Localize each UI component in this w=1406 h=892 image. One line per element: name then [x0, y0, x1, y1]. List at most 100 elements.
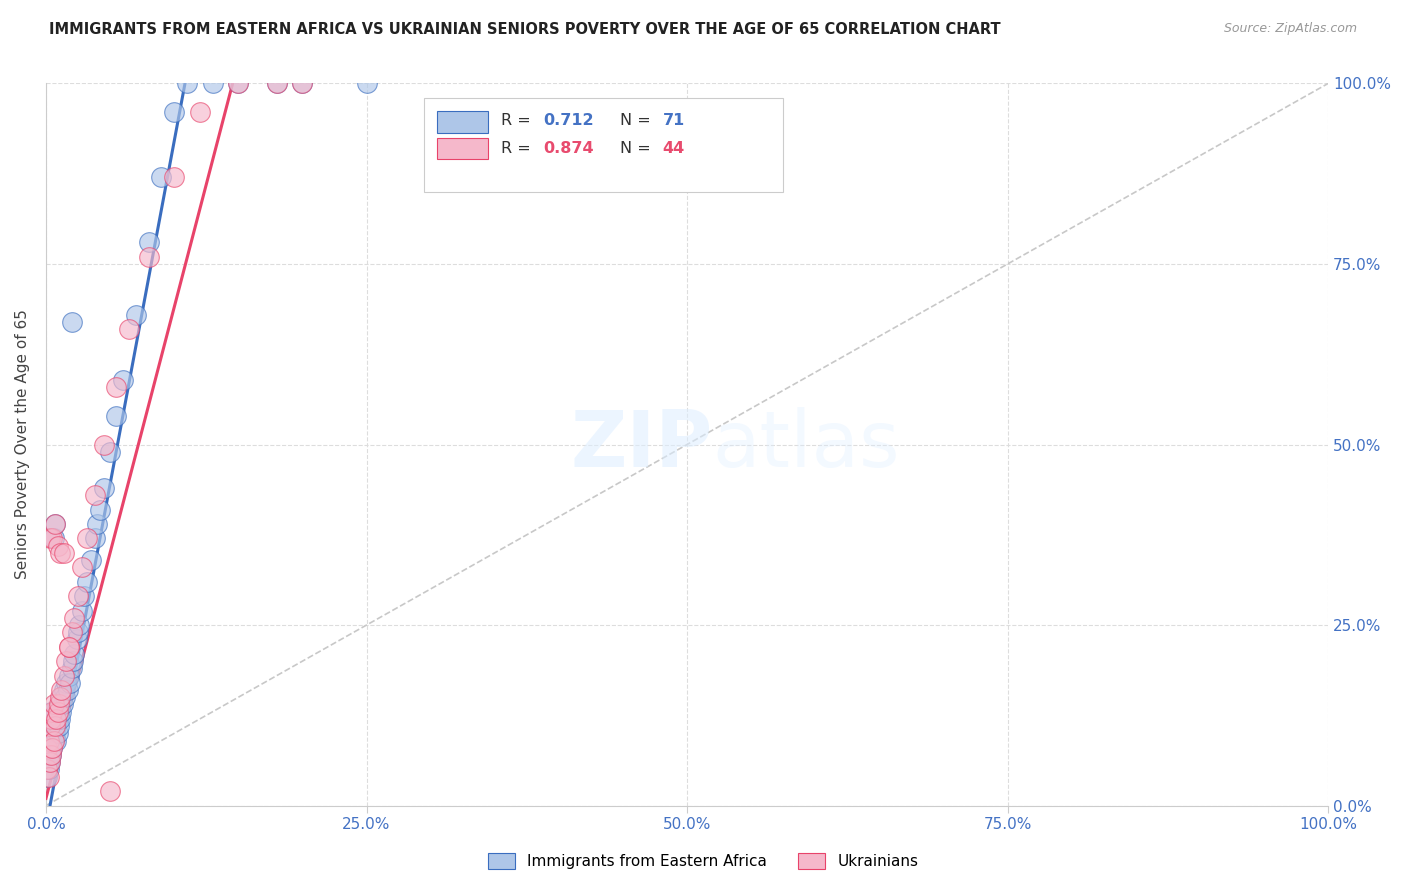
Point — [89, 502, 111, 516]
Point — [42, 705, 65, 719]
Point — [46, 705, 69, 719]
Point — [201, 77, 224, 91]
Point — [98, 784, 121, 798]
Point — [58, 640, 80, 654]
Point — [39, 733, 62, 747]
Text: ZIP: ZIP — [571, 407, 713, 483]
Point — [44, 516, 66, 531]
Point — [60, 661, 83, 675]
Point — [42, 532, 65, 546]
Point — [38, 763, 60, 777]
Point — [138, 250, 160, 264]
Text: R =: R = — [501, 141, 536, 156]
Point — [66, 589, 89, 603]
Point — [60, 315, 83, 329]
Point — [53, 690, 76, 705]
Point — [118, 322, 141, 336]
Point — [125, 308, 148, 322]
Point — [45, 719, 67, 733]
Point — [76, 574, 98, 589]
FancyBboxPatch shape — [437, 137, 488, 160]
Point — [46, 539, 69, 553]
Point — [38, 770, 60, 784]
Point — [38, 726, 60, 740]
Point — [38, 712, 60, 726]
Point — [52, 668, 75, 682]
Point — [48, 698, 70, 712]
Point — [49, 712, 72, 726]
Point — [41, 740, 63, 755]
Point — [56, 683, 79, 698]
Point — [37, 770, 59, 784]
Point — [38, 733, 60, 747]
Text: IMMIGRANTS FROM EASTERN AFRICA VS UKRAINIAN SENIORS POVERTY OVER THE AGE OF 65 C: IMMIGRANTS FROM EASTERN AFRICA VS UKRAIN… — [49, 22, 1001, 37]
Point — [266, 77, 288, 91]
Point — [83, 488, 105, 502]
Point — [37, 740, 59, 755]
Point — [49, 698, 72, 712]
Point — [73, 589, 96, 603]
Point — [93, 437, 115, 451]
Y-axis label: Seniors Poverty Over the Age of 65: Seniors Poverty Over the Age of 65 — [15, 310, 30, 580]
Point — [163, 105, 186, 120]
Point — [39, 747, 62, 762]
Point — [48, 719, 70, 733]
Point — [38, 756, 60, 770]
Point — [38, 756, 60, 770]
Point — [44, 712, 66, 726]
Point — [291, 77, 314, 91]
Point — [49, 546, 72, 560]
Point — [41, 726, 63, 740]
Point — [44, 719, 66, 733]
Point — [176, 77, 198, 91]
Point — [39, 712, 62, 726]
Point — [70, 604, 93, 618]
Point — [58, 668, 80, 682]
Point — [45, 733, 67, 747]
Point — [80, 553, 103, 567]
Point — [66, 632, 89, 647]
Point — [105, 380, 128, 394]
Point — [66, 625, 89, 640]
Point — [39, 719, 62, 733]
Point — [48, 705, 70, 719]
Point — [52, 698, 75, 712]
FancyBboxPatch shape — [437, 111, 488, 133]
Point — [45, 712, 67, 726]
Text: N =: N = — [620, 141, 657, 156]
Text: R =: R = — [501, 113, 536, 128]
Point — [38, 740, 60, 755]
Point — [63, 611, 86, 625]
Point — [138, 235, 160, 250]
FancyBboxPatch shape — [425, 98, 783, 192]
Point — [52, 546, 75, 560]
Point — [163, 170, 186, 185]
Text: 0.712: 0.712 — [544, 113, 595, 128]
Point — [37, 763, 59, 777]
Point — [58, 640, 80, 654]
Point — [38, 733, 60, 747]
Point — [55, 676, 77, 690]
Point — [76, 532, 98, 546]
Point — [42, 733, 65, 747]
Point — [46, 712, 69, 726]
Point — [44, 726, 66, 740]
Text: Source: ZipAtlas.com: Source: ZipAtlas.com — [1223, 22, 1357, 36]
Point — [291, 77, 314, 91]
Text: 44: 44 — [662, 141, 685, 156]
Point — [86, 516, 108, 531]
Text: 0.874: 0.874 — [544, 141, 595, 156]
Legend: Immigrants from Eastern Africa, Ukrainians: Immigrants from Eastern Africa, Ukrainia… — [481, 847, 925, 875]
Point — [38, 747, 60, 762]
Point — [41, 740, 63, 755]
Point — [37, 756, 59, 770]
Point — [98, 444, 121, 458]
Point — [70, 560, 93, 574]
Point — [266, 77, 288, 91]
Point — [42, 719, 65, 733]
Point — [38, 532, 60, 546]
Point — [111, 372, 134, 386]
Point — [105, 409, 128, 423]
Point — [51, 690, 73, 705]
Point — [41, 532, 63, 546]
